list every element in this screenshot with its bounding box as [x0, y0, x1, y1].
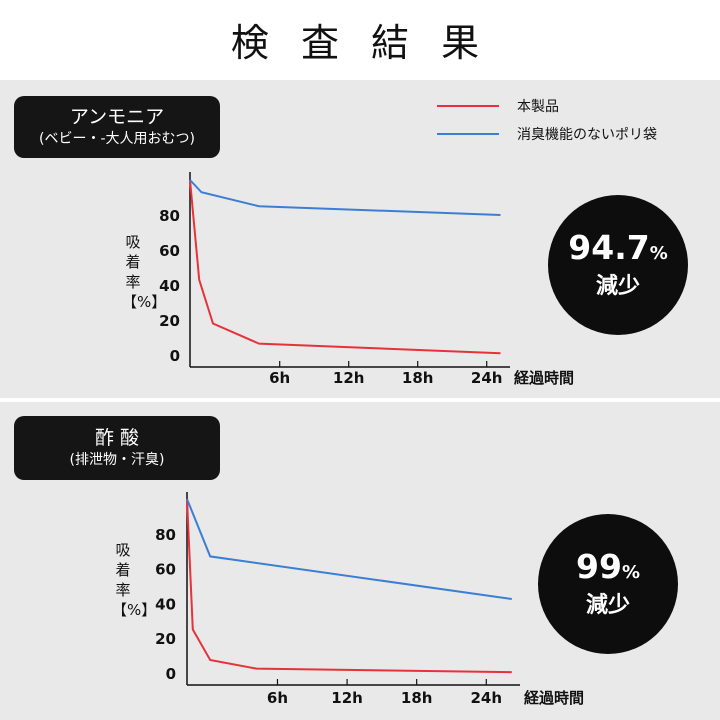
x-tick-label: 18h: [401, 689, 433, 707]
reduction-label: 減少: [595, 274, 640, 299]
y-tick-label: 60: [159, 242, 180, 260]
series-line: [189, 179, 501, 216]
legend-line-product: [437, 105, 499, 107]
y-tick-label: 0: [170, 347, 180, 365]
y-tick-label: 80: [155, 526, 176, 544]
y-tick-label: 60: [155, 561, 176, 579]
badge-subtitle: (排泄物・汗臭): [69, 452, 165, 468]
x-tick-label: 6h: [269, 369, 290, 387]
reduction-circle: 94.7% 減少: [548, 195, 688, 335]
x-tick-label: 18h: [402, 369, 434, 387]
y-tick-label: 20: [159, 312, 180, 330]
legend-label: 本製品: [517, 99, 559, 115]
reduction-value: 99%: [576, 547, 640, 586]
x-axis-label: 経過時間: [514, 369, 574, 387]
x-tick-label: 24h: [470, 689, 502, 707]
x-tick-label: 24h: [471, 369, 503, 387]
series-line: [186, 498, 512, 674]
reduction-circle: 99% 減少: [538, 514, 678, 654]
legend-item: 消臭機能のないポリ袋: [437, 120, 657, 148]
y-tick-label: 0: [166, 665, 176, 683]
badge-title: アンモニア: [69, 106, 165, 128]
page-title: 検 査 結 果: [0, 0, 720, 78]
badge-subtitle: (ベビー・-大人用おむつ): [39, 131, 195, 147]
panel-acetic-acid: 酢 酸 (排泄物・汗臭) 吸着率【%】 99% 減少: [0, 402, 720, 720]
x-tick-label: 12h: [331, 689, 363, 707]
legend-line-plain-bag: [437, 133, 499, 135]
gas-badge: アンモニア (ベビー・-大人用おむつ): [14, 96, 220, 158]
panel-ammonia: アンモニア (ベビー・-大人用おむつ) 本製品 消臭機能のないポリ袋 吸着率【%…: [0, 80, 720, 398]
series-line: [189, 179, 501, 355]
y-tick-label: 20: [155, 630, 176, 648]
legend: 本製品 消臭機能のないポリ袋: [437, 92, 657, 148]
legend-label: 消臭機能のないポリ袋: [517, 127, 657, 143]
legend-item: 本製品: [437, 92, 657, 120]
series-line: [186, 498, 512, 601]
badge-title: 酢 酸: [94, 427, 140, 449]
y-tick-label: 40: [155, 595, 176, 613]
gas-badge: 酢 酸 (排泄物・汗臭): [14, 416, 220, 480]
reduction-value: 94.7%: [568, 228, 668, 267]
y-tick-label: 40: [159, 277, 180, 295]
reduction-label: 減少: [585, 593, 630, 618]
x-tick-label: 12h: [333, 369, 365, 387]
x-axis-label: 経過時間: [524, 689, 584, 707]
y-tick-label: 80: [159, 207, 180, 225]
x-tick-label: 6h: [267, 689, 288, 707]
